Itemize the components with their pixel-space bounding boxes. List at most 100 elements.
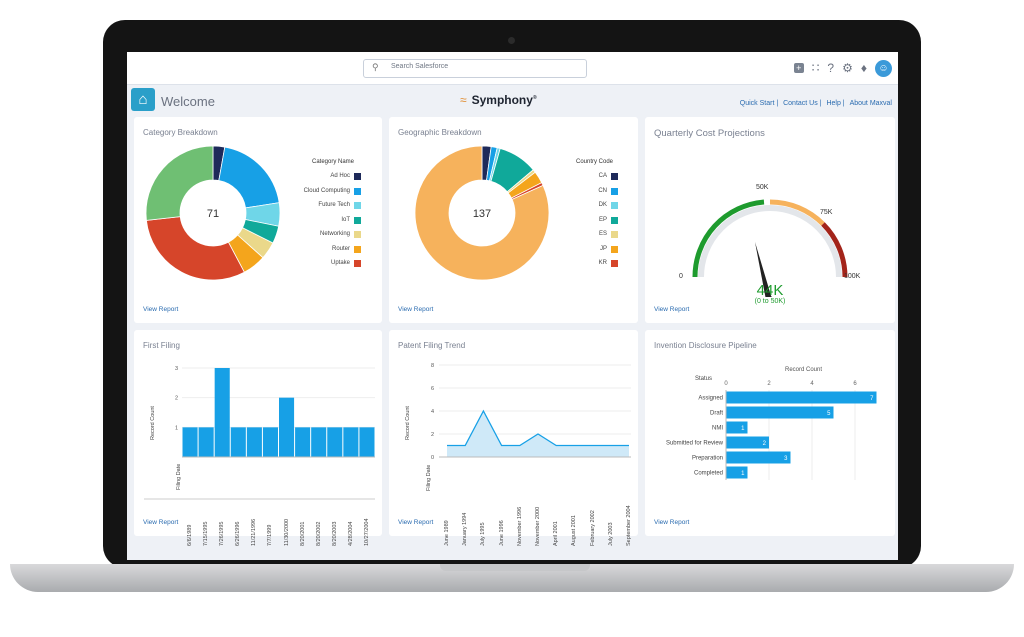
page-header: ⌂ Welcome ≈ Symphony® Quick Start | Cont… — [127, 85, 898, 116]
bar[interactable] — [262, 427, 278, 457]
x-tick-label: July 2003 — [607, 522, 614, 546]
gauge-value: 44K — [756, 282, 784, 299]
link-contact-us[interactable]: Contact Us | — [783, 100, 822, 107]
logo-name: Symphony — [471, 93, 533, 107]
bar[interactable] — [726, 421, 748, 434]
screen: ⚲ Search Salesforce + ∷ ? ⚙ ♦ ☺ ⌂ Welcom… — [127, 52, 898, 560]
x-tick-label: 7/26/1995 — [219, 521, 226, 546]
x-tick-label: 4 — [810, 381, 814, 387]
bar[interactable] — [327, 427, 343, 457]
add-icon[interactable]: + — [793, 63, 804, 73]
link-help[interactable]: Help | — [826, 100, 845, 107]
legend-item-label: Networking — [319, 231, 350, 237]
donut-slice-other[interactable] — [145, 145, 214, 221]
legend-swatch — [354, 216, 361, 224]
bar[interactable] — [198, 427, 214, 457]
search-input[interactable]: ⚲ Search Salesforce — [363, 59, 587, 78]
category-label: Assigned — [698, 396, 723, 402]
bar[interactable] — [214, 368, 230, 457]
legend-item-label: CN — [598, 187, 607, 194]
view-report-link[interactable]: View Report — [398, 519, 434, 526]
view-report-link[interactable]: View Report — [398, 306, 434, 313]
x-axis-label: Record Count — [785, 367, 823, 373]
category-label: Draft — [710, 411, 723, 417]
y-tick-label: 3 — [175, 366, 178, 372]
category-breakdown-card: Category Breakdown 71 Category Name Ad H… — [134, 117, 382, 323]
y-tick-label: 2 — [431, 432, 434, 438]
help-icon[interactable]: ? — [827, 61, 835, 75]
bar[interactable] — [343, 427, 359, 457]
x-tick-label: 6 — [853, 381, 857, 387]
trend-line[interactable] — [447, 409, 629, 447]
legend-item-label: EP — [598, 216, 607, 223]
app-launcher-icon[interactable]: ∷ — [811, 61, 820, 75]
donut-slice-cloud-computing[interactable] — [218, 146, 280, 209]
bar-value-label: 5 — [827, 411, 831, 417]
x-tick-label: January 1994 — [462, 512, 469, 546]
legend-swatch — [354, 173, 361, 180]
x-tick-label: November 1996 — [516, 506, 523, 546]
cost-gauge — [692, 199, 848, 297]
view-report-link[interactable]: View Report — [654, 306, 690, 313]
pipeline-bar-chart: 0 2 4 6 7 Assigned 5 Draft 1 NMI 2 Submitted for Re… — [666, 381, 877, 480]
legend-swatch — [611, 231, 618, 238]
legend-swatch — [354, 231, 361, 238]
bar[interactable] — [726, 436, 769, 449]
bar[interactable] — [726, 406, 834, 419]
gear-icon[interactable]: ⚙ — [842, 61, 853, 75]
bar[interactable] — [246, 427, 262, 457]
x-tick-label: 7/15/1995 — [203, 521, 210, 546]
legend-item-label: Ad Hoc — [330, 173, 350, 179]
bar[interactable] — [311, 427, 327, 457]
legend-swatch — [611, 260, 618, 267]
legend-item-label: Cloud Computing — [303, 187, 350, 194]
gauge-label-min: 0 — [679, 273, 683, 280]
gauge-green-band — [692, 199, 765, 278]
x-tick-label: February 2002 — [589, 510, 596, 546]
legend-item-label: Uptake — [330, 260, 350, 266]
avatar[interactable]: ☺ — [875, 59, 892, 77]
view-report-link[interactable]: View Report — [143, 306, 179, 313]
patent-trend-card: Patent Filing Trend Record Count Filing … — [389, 330, 638, 546]
card-title: First Filing — [143, 341, 180, 350]
bar[interactable] — [726, 451, 791, 464]
bar-value-label: 7 — [870, 396, 874, 402]
bar-value-label: 1 — [741, 426, 745, 432]
bar[interactable] — [295, 427, 311, 457]
home-icon[interactable]: ⌂ — [131, 88, 155, 111]
bar[interactable] — [726, 466, 748, 479]
card-title: Quarterly Cost Projections — [654, 128, 765, 139]
x-tick-label: April 2001 — [553, 521, 560, 546]
donut-slice-uptake[interactable] — [145, 216, 245, 281]
x-tick-label: 4/28/2004 — [347, 521, 354, 546]
bar[interactable] — [359, 427, 375, 457]
bar[interactable] — [279, 397, 295, 457]
scrollbar[interactable] — [144, 498, 375, 500]
legend-item-label: KR — [598, 260, 607, 266]
view-report-link[interactable]: View Report — [143, 519, 179, 526]
gauge-inner-track — [698, 205, 842, 278]
bar-value-label: 1 — [741, 471, 745, 477]
gauge-hub — [766, 295, 772, 297]
logo: ≈ Symphony® — [460, 93, 537, 107]
legend-swatch — [611, 187, 618, 195]
link-about[interactable]: About Maxval — [849, 100, 892, 107]
view-report-link[interactable]: View Report — [654, 519, 690, 526]
category-label: Submitted for Review — [666, 441, 724, 447]
category-label: Completed — [694, 471, 723, 477]
quarterly-cost-card: Quarterly Cost Projections 0 50K 75K 100… — [645, 117, 895, 323]
bar[interactable] — [182, 427, 198, 457]
gauge-range: (0 to 50K) — [754, 298, 786, 305]
bar[interactable] — [230, 427, 246, 457]
link-quick-start[interactable]: Quick Start | — [739, 100, 779, 107]
legend-swatch — [611, 202, 618, 209]
y-tick-label: 4 — [431, 409, 434, 415]
bar[interactable] — [726, 391, 877, 404]
y-axis-label: Status — [695, 376, 713, 382]
gauge-orange-band — [769, 199, 825, 226]
laptop-base — [10, 564, 1014, 592]
donut-slice-us[interactable] — [414, 145, 550, 281]
bar-value-label: 2 — [763, 441, 767, 447]
bell-icon[interactable]: ♦ — [860, 61, 867, 75]
